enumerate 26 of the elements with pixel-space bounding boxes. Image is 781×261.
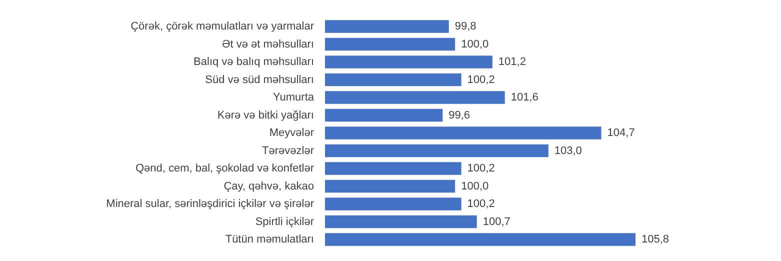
- y-tick-label: Yumurta: [273, 92, 315, 104]
- data-label: 100,0: [461, 38, 489, 50]
- y-tick-label: Kərə və bitki yağları: [217, 109, 314, 122]
- y-tick-label: Süd və süd məhsulları: [205, 74, 314, 86]
- y-tick-label: Meyvələr: [269, 127, 314, 140]
- y-tick-label: Çay, qəhvə, kakao: [224, 180, 314, 192]
- data-label: 101,6: [510, 92, 538, 104]
- y-tick-label: Tərəvəzlər: [262, 144, 314, 157]
- y-tick-label: Çörək, çörək məmulatları və yarmalar: [130, 20, 314, 33]
- data-label: 99,6: [448, 109, 470, 122]
- data-label: 100,2: [467, 198, 495, 210]
- y-tick-label: Mineral sular, sərinləşdirici içkilər və şirələr: [106, 198, 314, 210]
- data-label: 104,7: [607, 127, 635, 140]
- data-label: 100,2: [467, 74, 495, 86]
- y-tick-label: Tütün məmulatları: [225, 234, 314, 246]
- data-label: 103,0: [554, 144, 582, 157]
- data-label: 101,2: [498, 56, 526, 68]
- data-label: 100,0: [461, 180, 489, 192]
- data-label: 100,7: [482, 216, 510, 228]
- data-label: 99,8: [454, 20, 476, 33]
- data-label: 100,2: [467, 162, 495, 175]
- y-tick-label: Spirtli içkilər: [255, 216, 314, 228]
- y-tick-label: Balıq və balıq məhsulları: [194, 56, 314, 68]
- y-tick-label: Ət və ət məhsulları: [222, 38, 314, 50]
- data-label: 105,8: [642, 234, 670, 246]
- y-tick-label: Qənd, cem, bal, şokolad və konfetlər: [135, 162, 314, 175]
